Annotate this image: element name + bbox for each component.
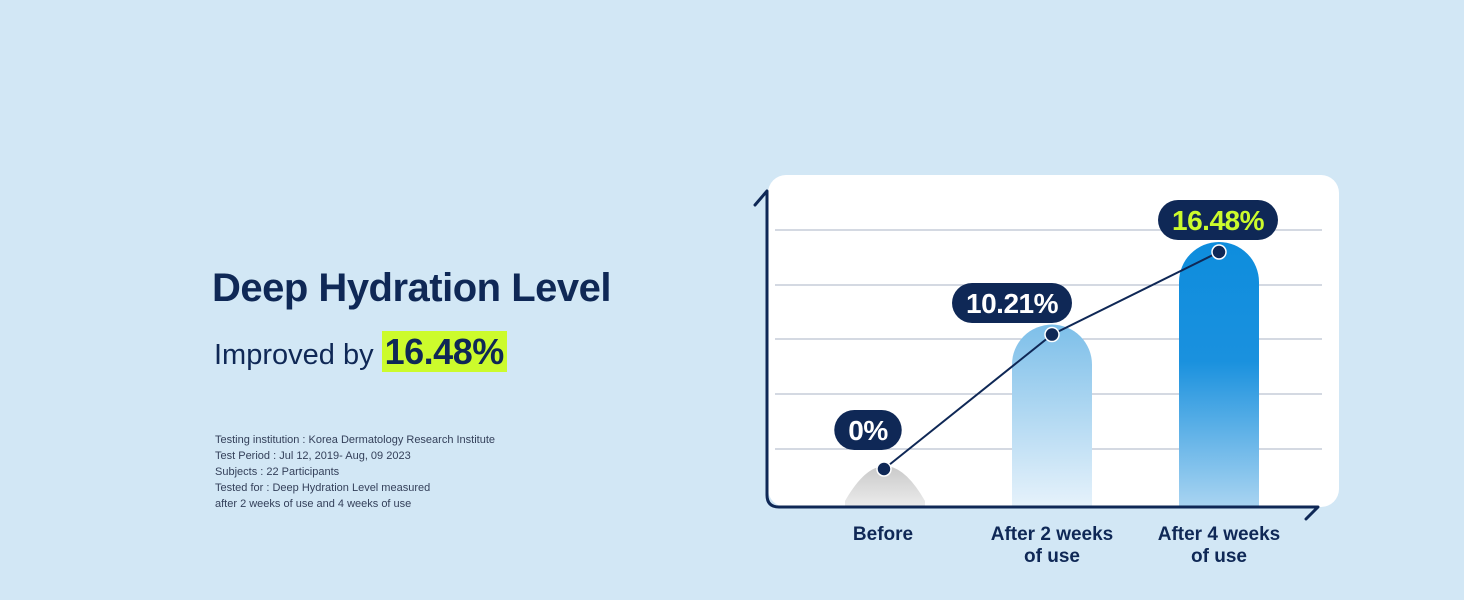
note-line: Test Period : Jul 12, 2019- Aug, 09 2023 [215, 450, 411, 462]
value-bubble [834, 410, 902, 450]
category-label-0: Before [853, 524, 913, 545]
value-bubble [1158, 200, 1278, 240]
data-point-2 [1211, 244, 1227, 260]
category-label-1: of use [1024, 546, 1080, 567]
value-label-2: 16.48% [1158, 200, 1278, 240]
category-label-1: After 2 weeks [991, 524, 1114, 545]
data-point-0 [876, 461, 892, 477]
value-text: 0% [848, 415, 888, 446]
subtitle: Improved by 16.48% [214, 331, 507, 375]
bar-1 [1012, 324, 1092, 507]
data-point-1 [1044, 326, 1060, 343]
value-label-1: 10.21% [952, 283, 1072, 323]
note-line: Testing institution : Korea Dermatology … [215, 434, 496, 446]
note-line: after 2 weeks of use and 4 weeks of use [215, 498, 412, 510]
value-text: 16.48% [1172, 205, 1265, 236]
bar-0 [845, 466, 925, 507]
highlight-value: 16.48% [381, 331, 507, 372]
note-line: Tested for : Deep Hydration Level measur… [215, 482, 431, 494]
category-label-2: of use [1191, 546, 1247, 567]
note-line: Subjects : 22 Participants [215, 466, 340, 478]
value-label-0: 0% [834, 410, 902, 450]
test-notes: Testing institution : Korea Dermatology … [215, 432, 495, 512]
bar-2 [1179, 242, 1259, 507]
value-bubble [952, 283, 1072, 323]
subtitle-prefix: Improved by [214, 339, 382, 371]
page-title: Deep Hydration Level [212, 266, 612, 310]
axis-lines [753, 189, 1320, 521]
category-label-2: After 4 weeks [1158, 524, 1281, 545]
value-text: 10.21% [966, 288, 1059, 319]
